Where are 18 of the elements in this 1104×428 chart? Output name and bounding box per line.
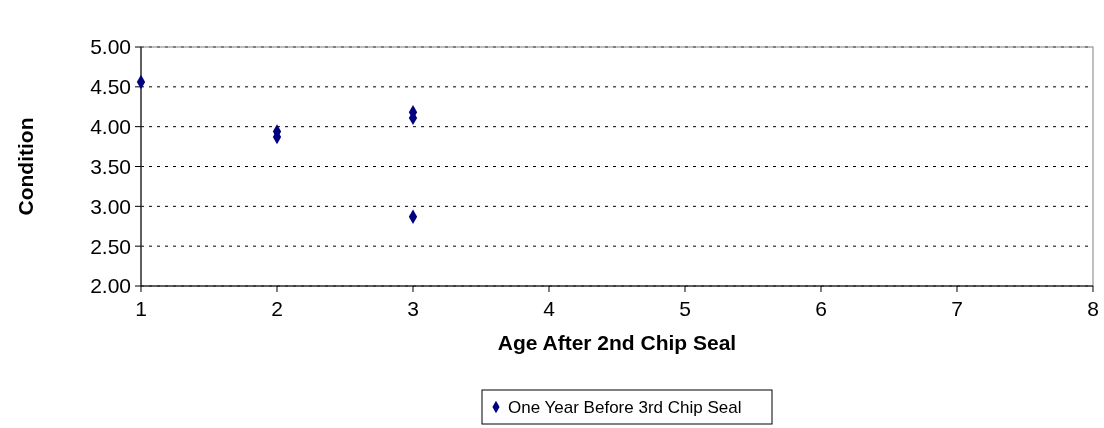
y-tick-label: 3.00	[90, 194, 131, 218]
y-tick-label: 5.00	[90, 35, 131, 59]
y-axis-title: Condition	[14, 117, 37, 216]
x-tick-label: 4	[543, 297, 556, 320]
y-tick-label: 4.50	[90, 75, 131, 99]
x-tick-label: 6	[815, 297, 827, 320]
x-tick-label: 1	[135, 297, 147, 320]
y-tick-label: 4.00	[90, 115, 131, 139]
x-axis-title: Age After 2nd Chip Seal	[497, 331, 737, 354]
y-tick-label: 2.00	[90, 274, 131, 298]
x-tick-label: 8	[1087, 297, 1099, 320]
y-tick-label: 2.50	[90, 234, 131, 258]
x-tick-label: 2	[271, 297, 283, 320]
y-tick-label: 3.50	[90, 154, 131, 178]
x-tick-label: 3	[407, 297, 419, 320]
x-tick-label: 7	[951, 297, 963, 320]
x-tick-label: 5	[679, 297, 691, 320]
legend-label: One Year Before 3rd Chip Seal	[508, 397, 742, 417]
